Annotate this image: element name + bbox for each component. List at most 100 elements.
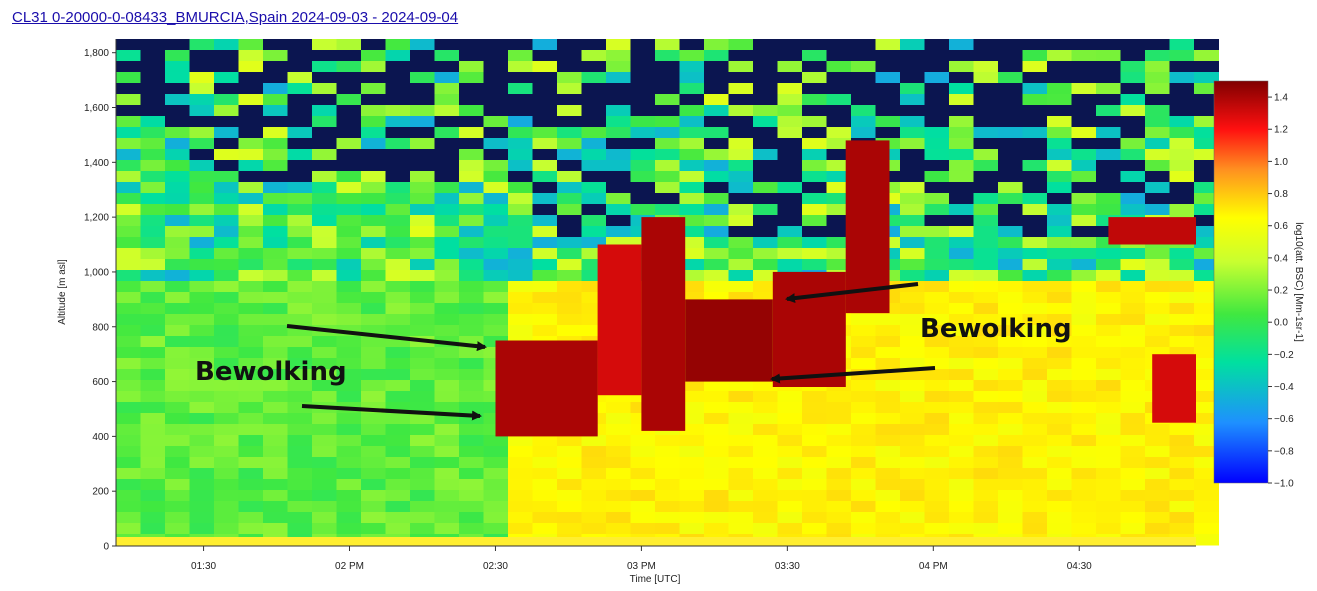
heatmap-cell — [1022, 358, 1048, 370]
arrow-icon — [770, 366, 936, 384]
heatmap-cell — [263, 215, 288, 227]
heatmap-cell — [728, 259, 754, 271]
heatmap-cell — [924, 226, 950, 238]
heatmap-cell — [851, 479, 876, 491]
heatmap-cell — [900, 94, 925, 106]
x-tick-label: 02 PM — [335, 561, 364, 572]
heatmap-cell — [385, 446, 411, 458]
heatmap-cell — [189, 270, 215, 282]
y-tick-label: 0 — [103, 542, 109, 553]
heatmap-cell — [116, 435, 141, 447]
heatmap-cell — [753, 270, 778, 282]
heatmap-cell — [385, 479, 411, 491]
heatmap-cell — [336, 490, 362, 502]
heatmap-cell — [189, 127, 215, 139]
heatmap-cell — [459, 72, 484, 84]
heatmap-cell — [263, 490, 288, 502]
heatmap-cell — [557, 270, 582, 282]
heatmap-cell — [238, 479, 264, 491]
heatmap-cell — [728, 402, 754, 414]
heatmap-cell — [1096, 248, 1121, 260]
heatmap-cell — [336, 292, 362, 304]
heatmap-cell — [385, 490, 411, 502]
heatmap-cell — [238, 149, 264, 161]
heatmap-cell — [508, 61, 533, 73]
heatmap-cell — [973, 226, 999, 238]
heatmap-cell — [385, 204, 411, 216]
heatmap-cell — [410, 391, 435, 403]
chart-title-link[interactable]: CL31 0-20000-0-08433_BMURCIA,Spain 2024-… — [12, 9, 459, 26]
annotation-right: Bewolking — [770, 282, 1072, 384]
heatmap-cell — [385, 248, 411, 260]
heatmap-cell — [434, 127, 460, 139]
heatmap-cell — [508, 270, 533, 282]
heatmap-cell — [973, 490, 999, 502]
heatmap-cell — [385, 380, 411, 392]
heatmap-cell — [777, 215, 803, 227]
heatmap-cell — [1071, 402, 1097, 414]
heatmap-cell — [802, 512, 827, 524]
heatmap-cell — [777, 413, 803, 425]
heatmap-cell — [1022, 435, 1048, 447]
heatmap-cell — [287, 160, 313, 172]
heatmap-cell — [214, 446, 239, 458]
heatmap-cell — [385, 127, 411, 139]
heatmap-cell — [238, 468, 264, 480]
heatmap-cell — [802, 182, 827, 194]
heatmap-cell — [1047, 160, 1072, 172]
heatmap-cell — [557, 105, 582, 117]
heatmap-cell — [312, 215, 337, 227]
heatmap-cell — [1096, 424, 1121, 436]
heatmap-cell — [900, 380, 925, 392]
colorbar-tick-label: −0.8 — [1274, 446, 1294, 457]
heatmap-cell — [1096, 512, 1121, 524]
heatmap-cell — [1096, 523, 1121, 535]
heatmap-cell — [1022, 512, 1048, 524]
heatmap-cell — [434, 182, 460, 194]
heatmap-cell — [1169, 61, 1195, 73]
heatmap-cell — [214, 292, 239, 304]
heatmap-cell — [998, 479, 1023, 491]
heatmap-cell — [826, 171, 852, 183]
heatmap-cell — [973, 105, 999, 117]
heatmap-cell — [1120, 204, 1146, 216]
colorbar-tick-label: −1.0 — [1274, 479, 1294, 490]
heatmap-cell — [777, 523, 803, 535]
heatmap-cell — [924, 94, 950, 106]
heatmap-cell — [336, 523, 362, 535]
heatmap-cell — [1194, 171, 1219, 183]
heatmap-cell — [581, 292, 607, 304]
heatmap-cell — [1169, 490, 1195, 502]
heatmap-cell — [434, 369, 460, 381]
heatmap-cell — [165, 479, 190, 491]
heatmap-cell — [1120, 457, 1146, 469]
heatmap-cell — [998, 270, 1023, 282]
heatmap-cell — [900, 193, 925, 205]
heatmap-cell — [655, 138, 680, 150]
heatmap-cell — [655, 512, 680, 524]
heatmap-cell — [1120, 149, 1146, 161]
heatmap-cell — [287, 391, 313, 403]
heatmap-cell — [214, 226, 239, 238]
heatmap-cell — [1071, 281, 1097, 293]
heatmap-cell — [508, 490, 533, 502]
heatmap-cell — [165, 204, 190, 216]
heatmap-cell — [459, 402, 484, 414]
heatmap-cell — [263, 270, 288, 282]
heatmap-cell — [875, 94, 901, 106]
heatmap-cell — [679, 138, 705, 150]
heatmap-cell — [728, 468, 754, 480]
heatmap-cell — [532, 116, 558, 128]
heatmap-cell — [361, 457, 386, 469]
heatmap-cell — [1047, 468, 1072, 480]
heatmap-cell — [483, 182, 509, 194]
heatmap-cell — [557, 259, 582, 271]
heatmap-cell — [777, 490, 803, 502]
heatmap-cell — [1096, 94, 1121, 106]
heatmap-cell — [1071, 50, 1097, 62]
heatmap-cell — [802, 61, 827, 73]
heatmap-cell — [949, 512, 974, 524]
heatmap-cell — [777, 204, 803, 216]
cloud-layer — [495, 340, 598, 437]
heatmap-cell — [1047, 358, 1072, 370]
